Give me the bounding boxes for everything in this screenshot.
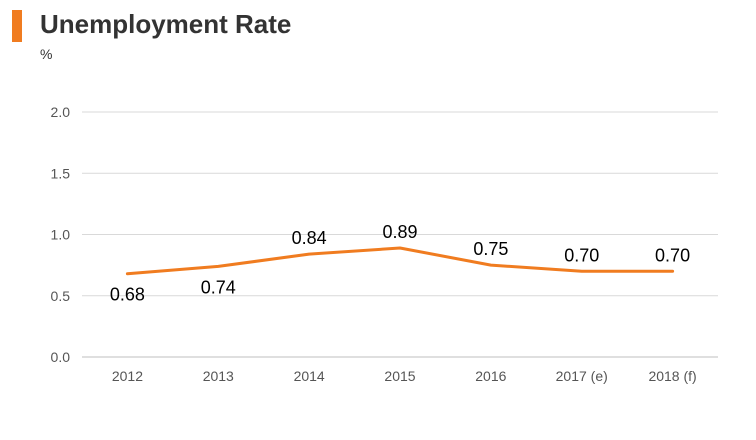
data-label: 0.74 — [201, 277, 236, 297]
y-axis-unit-label: % — [40, 46, 53, 62]
data-labels: 0.68 0.74 0.84 0.89 0.75 0.70 0.70 — [110, 222, 690, 305]
data-label: 0.84 — [292, 228, 327, 248]
y-tick-label: 1.0 — [51, 227, 71, 243]
x-tick-label: 2016 — [475, 368, 506, 384]
x-tick-label: 2018 (f) — [648, 368, 696, 384]
x-tick-label: 2012 — [112, 368, 143, 384]
x-tick-label: 2013 — [203, 368, 234, 384]
y-tick-label: 0.0 — [51, 349, 71, 365]
gridlines — [82, 111, 718, 358]
x-tick-label: 2014 — [294, 368, 325, 384]
y-tick-label: 0.5 — [51, 288, 71, 304]
data-label: 0.89 — [382, 222, 417, 242]
chart-title: Unemployment Rate — [40, 9, 292, 39]
data-label: 0.75 — [473, 239, 508, 259]
series-line — [125, 246, 675, 276]
data-label: 0.68 — [110, 285, 145, 305]
x-tick-label: 2017 (e) — [556, 368, 608, 384]
title-accent-bar — [12, 10, 22, 42]
y-tick-label: 2.0 — [51, 104, 71, 120]
data-label: 0.70 — [655, 245, 690, 265]
x-tick-label: 2015 — [384, 368, 415, 384]
x-axis-tick-labels: 2012 2013 2014 2015 2016 2017 (e) 2018 (f) — [112, 368, 697, 384]
y-axis-tick-labels: 0.0 0.5 1.0 1.5 2.0 — [51, 104, 71, 365]
y-tick-label: 1.5 — [51, 165, 71, 181]
data-label: 0.70 — [564, 245, 599, 265]
